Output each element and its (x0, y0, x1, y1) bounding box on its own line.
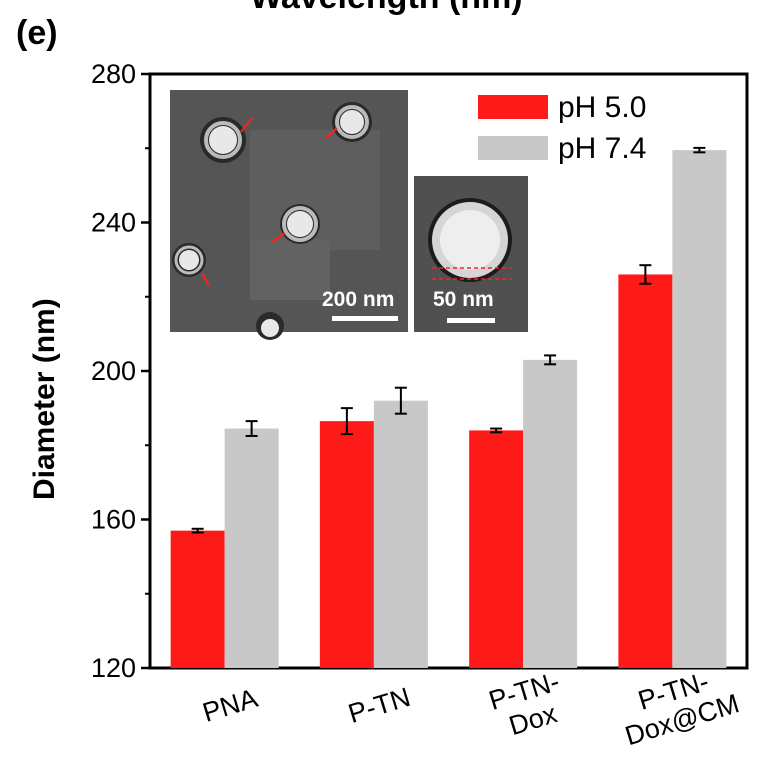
legend-label: pH 7.4 (558, 132, 646, 165)
x-tick-label: P-TN-Dox (485, 666, 563, 741)
bar (469, 430, 524, 668)
bars-layer (170, 146, 727, 668)
x-tick-label-line: PNA (199, 683, 261, 728)
bar (224, 428, 279, 668)
legend: pH 5.0 pH 7.4 (478, 91, 646, 165)
left-scale-label: 200 nm (322, 288, 394, 311)
x-tick-label: P-TN (345, 682, 414, 729)
bar (672, 150, 727, 668)
bar (523, 359, 578, 668)
x-tick-label: P-TN-Dox@CM (622, 666, 743, 751)
nanoparticles (172, 102, 372, 340)
legend-swatch (478, 136, 548, 160)
left-scale-bar (332, 316, 398, 321)
legend-label: pH 5.0 (558, 91, 646, 124)
bar (373, 400, 428, 668)
y-tick-label: 120 (91, 653, 136, 683)
red-arrows (201, 117, 338, 287)
bar (170, 530, 225, 668)
legend-swatch (478, 95, 548, 119)
y-tick-label: 240 (91, 208, 136, 238)
y-axis-label: Diameter (nm) (28, 298, 61, 500)
bar (319, 421, 374, 668)
right-scale-bar (447, 318, 495, 323)
bar (618, 274, 673, 668)
y-tick-label: 280 (91, 59, 136, 89)
tem-inset-images: 200 nm 50 nm (170, 90, 528, 340)
right-scale-label: 50 nm (433, 288, 494, 311)
x-tick-label-line: P-TN (345, 682, 414, 729)
panel-letter: (e) (16, 14, 58, 52)
cut-off-axis-title: Wavelength (nm) (250, 0, 523, 17)
x-tick-label: PNA (199, 683, 261, 728)
y-tick-label: 200 (91, 356, 136, 386)
y-tick-label: 160 (91, 505, 136, 535)
